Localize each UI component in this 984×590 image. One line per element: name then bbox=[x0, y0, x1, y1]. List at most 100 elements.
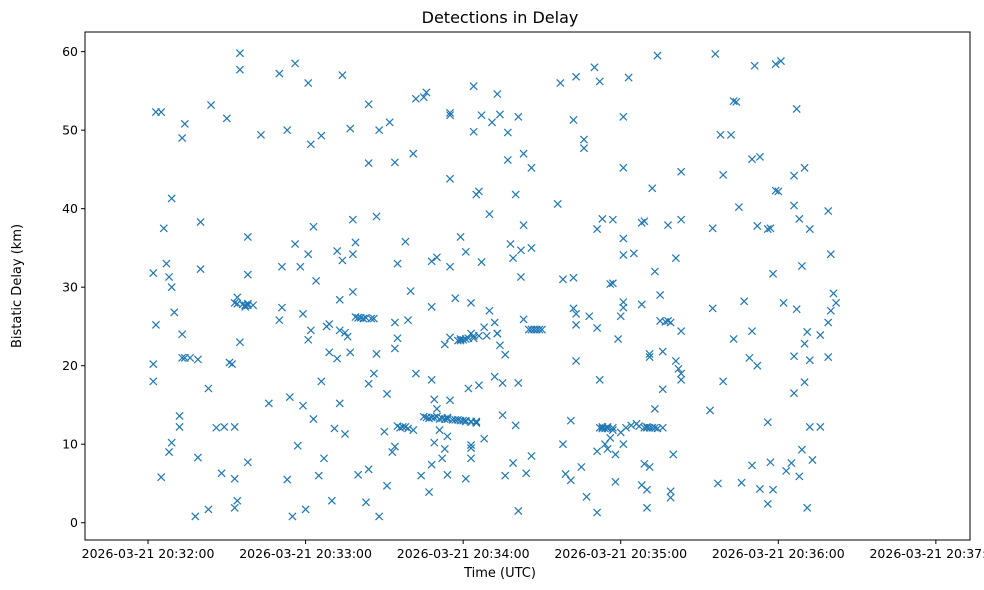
scatter-point bbox=[157, 108, 166, 117]
scatter-point bbox=[340, 328, 350, 337]
scatter-point bbox=[708, 304, 717, 313]
scatter-point bbox=[511, 190, 520, 199]
scatter-point bbox=[482, 331, 491, 340]
scatter-point bbox=[790, 201, 799, 210]
scatter-point bbox=[572, 309, 581, 318]
scatter-point bbox=[277, 303, 286, 312]
scatter-point bbox=[501, 350, 510, 359]
scatter-point bbox=[162, 259, 171, 268]
scatter-point bbox=[467, 454, 476, 463]
scatter-point bbox=[637, 300, 646, 309]
scatter-point bbox=[677, 215, 686, 224]
scatter-point bbox=[317, 377, 326, 386]
scatter-point bbox=[369, 314, 378, 323]
scatter-point bbox=[640, 217, 649, 226]
scatter-point bbox=[514, 378, 523, 387]
y-tick-label: 40 bbox=[62, 201, 78, 216]
scatter-point bbox=[364, 465, 373, 474]
scatter-point bbox=[333, 354, 342, 363]
scatter-point bbox=[217, 469, 226, 478]
y-axis: 0 10 20 30 40 50 60 bbox=[62, 44, 85, 530]
scatter-point bbox=[186, 353, 195, 362]
marks-layer bbox=[149, 49, 841, 521]
scatter-point bbox=[490, 318, 499, 327]
scatter-point bbox=[606, 280, 615, 289]
scatter-point bbox=[829, 289, 838, 298]
scatter-point bbox=[755, 484, 764, 493]
scatter-point bbox=[228, 360, 237, 369]
scatter-point bbox=[671, 356, 680, 366]
scatter-point bbox=[440, 444, 449, 453]
scatter-point bbox=[732, 97, 741, 106]
scatter-point bbox=[385, 118, 394, 127]
scatter-point bbox=[648, 184, 657, 193]
scatter-point bbox=[435, 426, 444, 435]
scatter-point bbox=[367, 314, 376, 323]
scatter-point bbox=[624, 73, 633, 82]
scatter-point bbox=[419, 93, 428, 102]
scatter-point bbox=[558, 275, 567, 284]
scatter-point bbox=[390, 344, 399, 353]
scatter-point bbox=[477, 111, 486, 120]
scatter-point bbox=[619, 234, 628, 243]
scatter-point bbox=[461, 247, 470, 256]
y-tick-label: 0 bbox=[70, 515, 78, 530]
scatter-point bbox=[627, 421, 636, 430]
scatter-point bbox=[233, 496, 242, 505]
scatter-point bbox=[514, 506, 523, 515]
scatter-point bbox=[553, 199, 562, 208]
scatter-point bbox=[577, 462, 586, 472]
scatter-point bbox=[650, 423, 659, 432]
scatter-point bbox=[614, 334, 623, 344]
scatter-point bbox=[298, 401, 307, 410]
scatter-point bbox=[364, 379, 373, 388]
scatter-point bbox=[446, 333, 455, 342]
scatter-point bbox=[235, 49, 244, 58]
scatter-point bbox=[642, 503, 652, 512]
scatter-point bbox=[769, 485, 778, 494]
scatter-point bbox=[824, 353, 833, 362]
scatter-point bbox=[677, 369, 686, 378]
scatter-point bbox=[569, 304, 578, 313]
scatter-point bbox=[792, 305, 801, 314]
scatter-point bbox=[653, 51, 662, 60]
scatter-point bbox=[474, 331, 483, 340]
scatter-point bbox=[790, 389, 799, 398]
scatter-point bbox=[417, 471, 426, 480]
scatter-point bbox=[207, 100, 216, 110]
scatter-point bbox=[319, 454, 329, 463]
scatter-point bbox=[616, 312, 625, 321]
scatter-point bbox=[808, 455, 817, 464]
scatter-point bbox=[585, 312, 594, 321]
scatter-point bbox=[346, 348, 355, 357]
scatter-point bbox=[193, 355, 202, 364]
scatter-point bbox=[480, 323, 489, 332]
scatter-point bbox=[309, 415, 318, 424]
scatter-point bbox=[401, 237, 410, 246]
scatter-point bbox=[769, 269, 778, 278]
scatter-point bbox=[650, 267, 659, 276]
scatter-point bbox=[619, 112, 628, 121]
scatter-point bbox=[671, 254, 680, 263]
scatter-point bbox=[243, 299, 252, 308]
scatter-point bbox=[469, 82, 478, 91]
scatter-point bbox=[212, 423, 221, 432]
scatter-point bbox=[519, 221, 528, 230]
scatter-point bbox=[382, 481, 392, 490]
scatter-point bbox=[495, 341, 504, 350]
scatter-point bbox=[566, 416, 575, 425]
scatter-point bbox=[461, 474, 470, 483]
scatter-point bbox=[485, 210, 494, 219]
scatter-point bbox=[595, 375, 604, 384]
scatter-point bbox=[803, 327, 812, 336]
scatter-point bbox=[309, 222, 318, 231]
scatter-point bbox=[826, 250, 835, 259]
scatter-point bbox=[204, 505, 213, 514]
scatter-point bbox=[719, 170, 728, 179]
scatter-point bbox=[600, 440, 609, 449]
scatter-point bbox=[361, 498, 371, 507]
scatter-point bbox=[467, 440, 476, 450]
scatter-point bbox=[149, 269, 158, 278]
scatter-point bbox=[230, 474, 239, 483]
scatter-point bbox=[619, 163, 628, 172]
